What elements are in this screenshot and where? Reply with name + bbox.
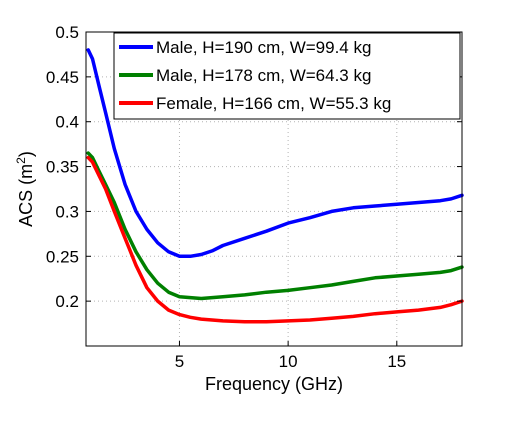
y-tick-label: 0.25 [46, 247, 79, 266]
series-lines [86, 48, 464, 324]
y-axis-label-main: ACS (m [16, 164, 36, 227]
y-axis-label-superscript: 2 [14, 157, 28, 164]
y-tick-label: 0.2 [55, 292, 79, 311]
y-tick-label: 0.3 [55, 202, 79, 221]
legend-label-3: Female, H=166 cm, W=55.3 kg [156, 94, 391, 113]
x-axis-label: Frequency (GHz) [205, 374, 343, 394]
y-tick-label: 0.45 [46, 68, 79, 87]
y-axis-label-close: ) [16, 151, 36, 157]
x-tick-label: 5 [175, 352, 184, 371]
y-axis-label: ACS (m2) [14, 151, 36, 227]
legend-label-2: Male, H=178 cm, W=64.3 kg [156, 66, 371, 85]
y-tick-label: 0.5 [55, 23, 79, 42]
series-line-1 [86, 48, 464, 259]
x-tick-label: 10 [279, 352, 298, 371]
y-tick-label: 0.35 [46, 158, 79, 177]
x-tick-label: 15 [387, 352, 406, 371]
tick-labels: 5 10 15 0.2 0.25 0.3 0.35 0.4 0.45 0.5 [46, 23, 406, 371]
y-tick-label: 0.4 [55, 113, 79, 132]
series-line-3 [86, 155, 464, 324]
plot-frame [85, 31, 463, 347]
legend-label-1: Male, H=190 cm, W=99.4 kg [156, 38, 371, 57]
series-line-2 [86, 151, 464, 301]
legend-box [113, 32, 461, 120]
svg-text:ACS (m2): ACS (m2) [14, 151, 36, 227]
legend: Male, H=190 cm, W=99.4 kg Male, H=178 cm… [113, 32, 461, 120]
